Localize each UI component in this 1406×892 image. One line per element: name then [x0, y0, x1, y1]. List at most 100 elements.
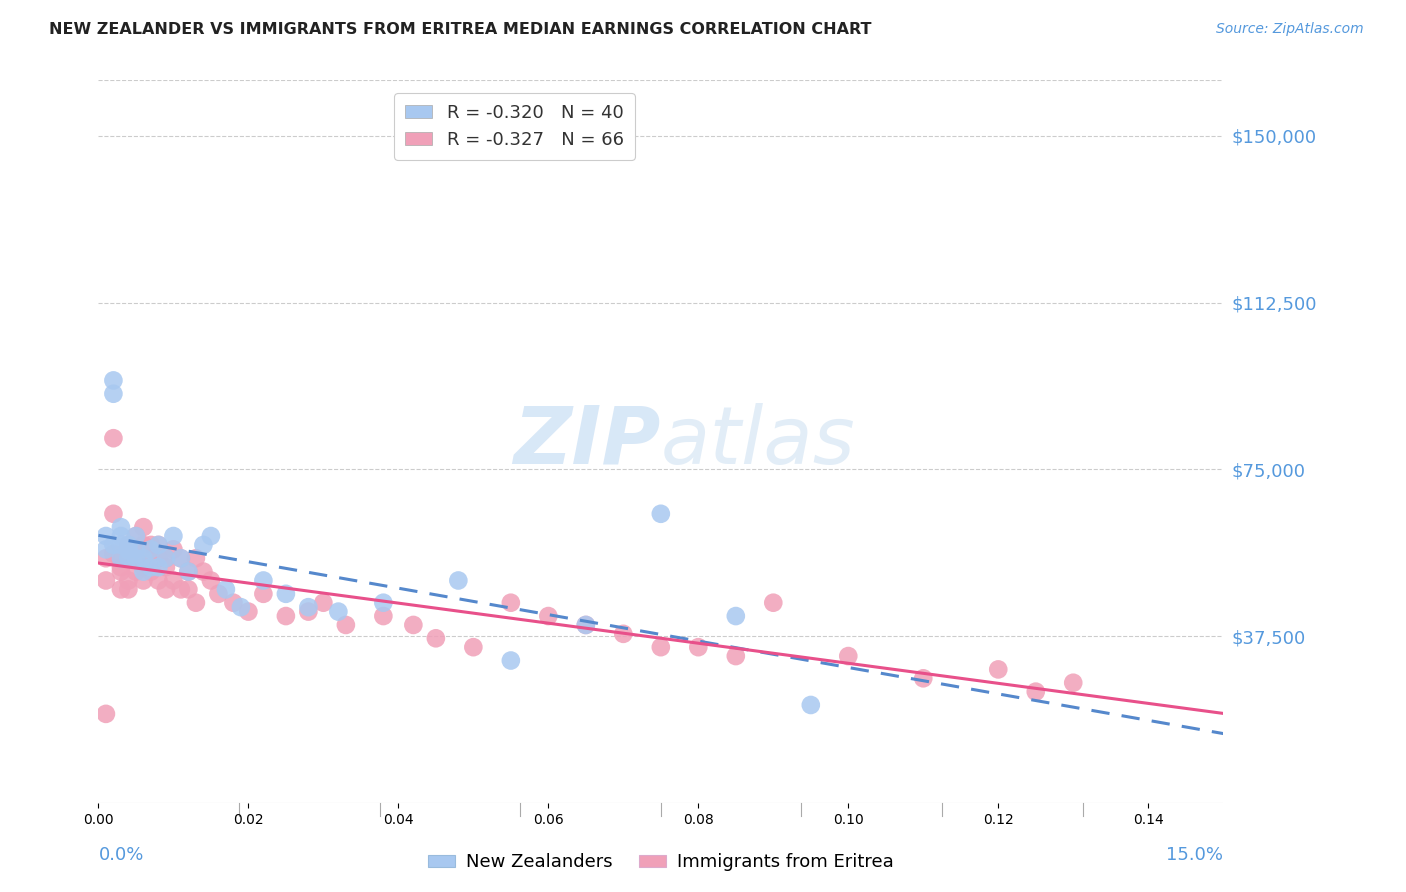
Point	[373, 596, 395, 610]
Point	[132, 560, 155, 574]
Point	[162, 542, 184, 557]
Point	[94, 706, 117, 721]
Point	[125, 551, 148, 566]
Point	[117, 551, 139, 566]
Point	[499, 596, 522, 610]
Point	[193, 538, 215, 552]
Point	[110, 551, 132, 566]
Point	[117, 574, 139, 588]
Point	[103, 386, 125, 401]
Point	[170, 551, 193, 566]
Point	[110, 520, 132, 534]
Point	[155, 582, 177, 597]
Point	[125, 529, 148, 543]
Point	[222, 596, 245, 610]
Point	[987, 662, 1010, 676]
Point	[148, 538, 170, 552]
Point	[110, 551, 132, 566]
Point	[94, 551, 117, 566]
Point	[103, 547, 125, 561]
Point	[110, 582, 132, 597]
Point	[650, 507, 672, 521]
Point	[373, 609, 395, 624]
Point	[650, 640, 672, 655]
Point	[170, 582, 193, 597]
Point	[148, 574, 170, 588]
Point	[402, 618, 425, 632]
Point	[139, 538, 162, 552]
Point	[215, 582, 238, 597]
Point	[252, 587, 274, 601]
Point	[139, 542, 162, 557]
Point	[110, 529, 132, 543]
Point	[274, 587, 297, 601]
Point	[139, 565, 162, 579]
Point	[117, 582, 139, 597]
Text: Source: ZipAtlas.com: Source: ZipAtlas.com	[1216, 22, 1364, 37]
Point	[762, 596, 785, 610]
Point	[537, 609, 560, 624]
Point	[207, 587, 229, 601]
Point	[117, 538, 139, 552]
Point	[575, 618, 598, 632]
Point	[274, 609, 297, 624]
Point	[94, 542, 117, 557]
Point	[103, 431, 125, 445]
Point	[132, 574, 155, 588]
Point	[155, 551, 177, 566]
Text: atlas: atlas	[661, 402, 856, 481]
Point	[200, 529, 222, 543]
Point	[117, 542, 139, 557]
Point	[117, 551, 139, 566]
Point	[132, 551, 155, 566]
Point	[193, 565, 215, 579]
Point	[94, 529, 117, 543]
Point	[177, 565, 200, 579]
Point	[110, 538, 132, 552]
Point	[162, 574, 184, 588]
Point	[103, 507, 125, 521]
Point	[575, 618, 598, 632]
Point	[800, 698, 823, 712]
Point	[139, 560, 162, 574]
Point	[125, 542, 148, 557]
Point	[148, 551, 170, 566]
Legend: New Zealanders, Immigrants from Eritrea: New Zealanders, Immigrants from Eritrea	[420, 847, 901, 879]
Point	[297, 600, 319, 615]
Point	[184, 551, 207, 566]
Point	[110, 560, 132, 574]
Point	[229, 600, 252, 615]
Point	[132, 520, 155, 534]
Point	[499, 653, 522, 667]
Point	[155, 551, 177, 566]
Point	[184, 596, 207, 610]
Point	[170, 551, 193, 566]
Point	[463, 640, 485, 655]
Point	[912, 671, 935, 685]
Legend: R = -0.320   N = 40, R = -0.327   N = 66: R = -0.320 N = 40, R = -0.327 N = 66	[395, 93, 634, 160]
Point	[335, 618, 357, 632]
Point	[1062, 675, 1084, 690]
Point	[177, 565, 200, 579]
Point	[238, 605, 260, 619]
Point	[125, 529, 148, 543]
Point	[162, 529, 184, 543]
Point	[132, 565, 155, 579]
Point	[103, 538, 125, 552]
Point	[125, 542, 148, 557]
Point	[612, 627, 634, 641]
Text: NEW ZEALANDER VS IMMIGRANTS FROM ERITREA MEDIAN EARNINGS CORRELATION CHART: NEW ZEALANDER VS IMMIGRANTS FROM ERITREA…	[49, 22, 872, 37]
Text: 0.0%: 0.0%	[98, 847, 143, 864]
Text: 15.0%: 15.0%	[1166, 847, 1223, 864]
Point	[724, 609, 747, 624]
Point	[328, 605, 350, 619]
Text: ZIP: ZIP	[513, 402, 661, 481]
Point	[837, 649, 859, 664]
Point	[117, 538, 139, 552]
Point	[447, 574, 470, 588]
Point	[155, 560, 177, 574]
Point	[125, 565, 148, 579]
Point	[177, 582, 200, 597]
Point	[252, 574, 274, 588]
Point	[148, 538, 170, 552]
